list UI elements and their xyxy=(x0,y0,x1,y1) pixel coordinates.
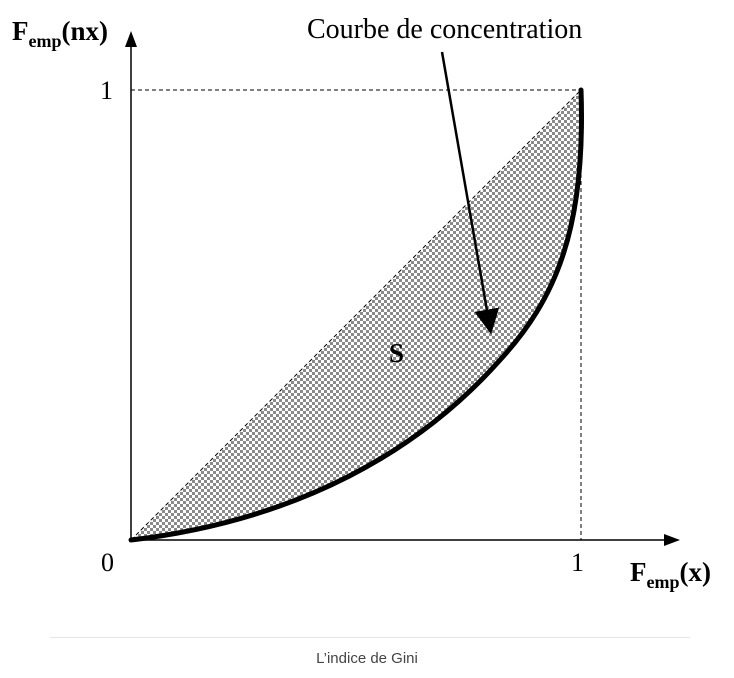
gini-diagram: Femp(nx) Femp(x) 0 1 1 Courbe de concent… xyxy=(12,14,711,592)
tick-origin: 0 xyxy=(101,548,114,577)
area-s-label: S xyxy=(389,338,404,368)
x-axis-arrow-icon xyxy=(664,534,680,546)
annotation-arrow xyxy=(440,51,500,335)
curve-annotation-label: Courbe de concentration xyxy=(307,14,582,45)
equality-diagonal xyxy=(130,89,582,541)
caption-divider xyxy=(50,637,690,638)
figure-caption: L’indice de Gini xyxy=(316,650,418,667)
concentration-curve xyxy=(128,87,585,543)
tick-y-one: 1 xyxy=(100,76,113,105)
x-axis-label: Femp(x) xyxy=(630,557,711,592)
y-axis-label: Femp(nx) xyxy=(12,16,108,51)
y-axis-arrow-icon xyxy=(125,31,137,47)
tick-x-one: 1 xyxy=(571,548,584,577)
